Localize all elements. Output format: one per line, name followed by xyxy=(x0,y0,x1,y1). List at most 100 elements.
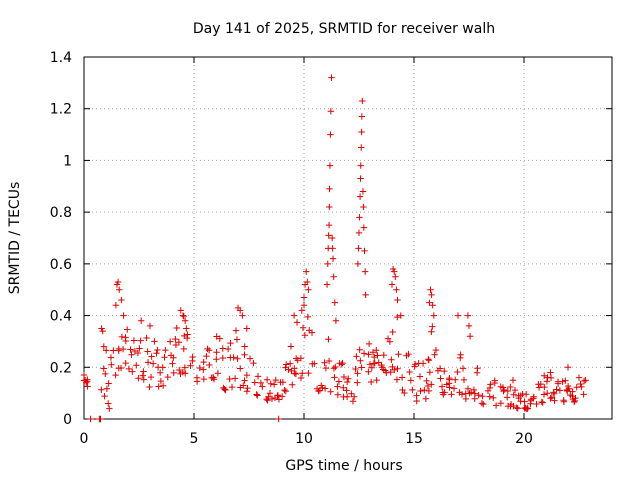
data-point xyxy=(98,386,105,393)
data-point xyxy=(161,354,168,361)
data-point xyxy=(325,232,332,239)
data-point xyxy=(356,214,363,221)
data-point xyxy=(480,400,487,408)
data-point xyxy=(559,378,566,385)
data-point xyxy=(327,108,335,115)
data-point xyxy=(497,400,505,407)
y-axis-label: SRMTID / TECUs xyxy=(7,182,23,295)
data-point xyxy=(430,312,437,319)
data-point xyxy=(213,356,220,363)
y-tick-label: 0.8 xyxy=(50,205,72,221)
data-point xyxy=(146,383,153,391)
data-point xyxy=(200,375,208,383)
data-point xyxy=(243,388,251,395)
data-point xyxy=(358,144,365,151)
data-point xyxy=(550,389,557,396)
data-point xyxy=(244,384,251,392)
data-point xyxy=(103,347,110,354)
data-point xyxy=(471,390,479,397)
data-point xyxy=(105,400,112,407)
data-point xyxy=(387,368,394,376)
data-point xyxy=(321,385,329,392)
data-point xyxy=(146,322,154,330)
data-point xyxy=(325,357,333,365)
data-point xyxy=(292,370,300,378)
data-point xyxy=(470,386,478,394)
data-point xyxy=(149,360,157,367)
data-point xyxy=(83,379,90,386)
data-point xyxy=(378,364,386,371)
y-tick-label: 0.2 xyxy=(50,360,72,376)
data-point xyxy=(436,365,444,372)
data-point xyxy=(237,307,244,314)
data-point xyxy=(386,338,394,345)
data-point xyxy=(357,357,364,365)
data-point xyxy=(547,395,554,402)
data-point xyxy=(360,350,368,357)
data-point xyxy=(234,355,241,362)
data-point xyxy=(287,343,295,350)
data-point xyxy=(350,393,358,400)
data-point xyxy=(272,376,279,384)
data-point xyxy=(373,347,380,354)
data-point xyxy=(446,374,453,382)
data-point xyxy=(241,377,248,384)
data-point xyxy=(282,387,289,395)
data-point xyxy=(278,393,286,400)
data-point xyxy=(254,392,261,399)
data-point xyxy=(355,245,362,252)
data-point xyxy=(431,351,438,358)
data-point xyxy=(398,374,406,381)
data-point xyxy=(253,391,260,398)
data-point xyxy=(548,394,556,401)
data-point xyxy=(458,391,466,398)
data-point xyxy=(151,338,158,345)
data-point xyxy=(332,317,340,324)
data-point xyxy=(282,361,290,368)
data-point xyxy=(547,374,555,382)
data-point xyxy=(153,350,160,357)
data-point xyxy=(328,74,335,81)
data-point xyxy=(345,375,352,382)
data-point xyxy=(324,260,331,268)
data-point xyxy=(275,415,282,423)
data-point xyxy=(393,376,401,383)
data-point xyxy=(230,354,237,361)
data-point xyxy=(421,386,428,394)
data-point xyxy=(578,383,585,391)
data-point xyxy=(427,286,434,293)
data-point xyxy=(405,350,412,358)
data-point xyxy=(279,379,287,386)
axis-ticks: 0 0.2 0.4 0.6 0.8 1 1.2 1.4 0 5 10 15 20 xyxy=(50,50,612,447)
data-point xyxy=(338,361,345,368)
data-point xyxy=(227,339,234,347)
data-point xyxy=(389,363,396,371)
data-point xyxy=(547,369,554,376)
data-point xyxy=(120,312,127,319)
data-point xyxy=(562,377,569,384)
data-point xyxy=(394,296,401,304)
data-point xyxy=(460,376,468,384)
chart-title: Day 141 of 2025, SRMTID for receiver wal… xyxy=(193,21,495,37)
data-point xyxy=(159,382,167,389)
data-point xyxy=(359,97,366,105)
data-point xyxy=(513,404,520,411)
data-point xyxy=(391,268,398,275)
data-point xyxy=(222,386,229,394)
data-point xyxy=(147,373,155,381)
data-point xyxy=(543,390,551,397)
data-point xyxy=(275,396,283,403)
data-point xyxy=(172,341,180,349)
data-point xyxy=(492,402,500,409)
data-point xyxy=(330,365,338,372)
data-point xyxy=(216,335,224,342)
data-point xyxy=(486,393,493,400)
data-point xyxy=(395,351,402,358)
data-point xyxy=(243,325,250,332)
x-tick-label: 10 xyxy=(295,431,313,447)
data-point xyxy=(100,365,107,372)
data-point xyxy=(298,307,305,314)
data-point xyxy=(413,397,420,405)
data-point xyxy=(301,331,309,339)
data-point xyxy=(214,369,222,377)
